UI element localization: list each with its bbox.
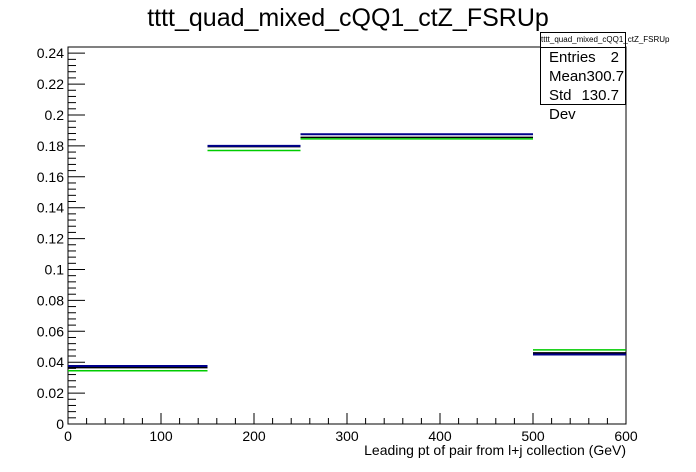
x-tick-label: 200 xyxy=(242,428,266,444)
y-tick-label: 0.04 xyxy=(37,354,64,370)
stats-label: Mean xyxy=(549,68,587,85)
stats-label: Std Dev xyxy=(549,87,576,123)
stats-value: 130.7 xyxy=(581,87,619,104)
x-tick-label: 0 xyxy=(64,428,72,444)
x-tick-label: 500 xyxy=(521,428,545,444)
y-tick-label: 0.18 xyxy=(37,138,64,154)
y-tick-label: 0.06 xyxy=(37,323,64,339)
y-tick-label: 0.16 xyxy=(37,169,64,185)
y-tick-label: 0.2 xyxy=(45,107,65,123)
stats-value: 300.7 xyxy=(586,68,625,85)
x-tick-label: 100 xyxy=(149,428,173,444)
y-tick-label: 0.14 xyxy=(37,200,64,216)
y-tick-label: 0.22 xyxy=(37,76,64,92)
stats-box: tttt_quad_mixed_cQQ1_ctZ_FSRUp Entries 2… xyxy=(540,32,670,123)
x-axis-label: Leading pt of pair from l+j collection (… xyxy=(364,442,626,458)
stats-value: 2 xyxy=(610,49,619,66)
x-tick-label: 600 xyxy=(614,428,638,444)
stats-row-entries: Entries 2 xyxy=(541,48,625,67)
y-tick-label: 0.08 xyxy=(37,292,64,308)
y-tick-label: 0.24 xyxy=(37,45,64,61)
y-tick-label: 0 xyxy=(56,416,64,432)
stats-box-title: tttt_quad_mixed_cQQ1_ctZ_FSRUp xyxy=(541,33,670,48)
y-tick-label: 0.02 xyxy=(37,385,64,401)
chart-title: tttt_quad_mixed_cQQ1_ctZ_FSRUp xyxy=(147,4,549,32)
x-tick-label: 300 xyxy=(335,428,359,444)
stats-row-stddev: Std Dev 130.7 xyxy=(541,86,625,123)
y-tick-label: 0.1 xyxy=(45,261,65,277)
stats-row-mean: Mean 300.7 xyxy=(541,67,625,86)
stats-label: Entries xyxy=(549,49,596,66)
x-tick-label: 400 xyxy=(428,428,452,444)
y-tick-label: 0.12 xyxy=(37,231,64,247)
